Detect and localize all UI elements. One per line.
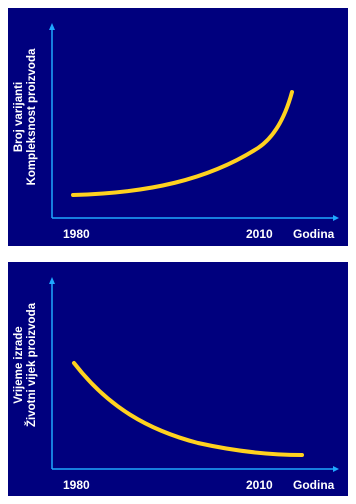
- curve-decreasing: [72, 361, 304, 457]
- chart-top-svg: [49, 23, 339, 221]
- x-tick-top-2010: 2010: [246, 227, 273, 241]
- y-label-bottom-line-1: Vrijeme izrade: [13, 326, 25, 404]
- x-axis-arrow-top: [333, 215, 339, 221]
- x-axis-label-top: Godina: [293, 227, 335, 241]
- y-label-bottom-line-2: Životni vijek proizvoda: [26, 303, 38, 427]
- y-axis-arrow-bottom: [49, 277, 55, 284]
- curve-increasing: [71, 90, 294, 197]
- y-axis-label-bottom: Vrijeme izrade Životni vijek proizvoda: [13, 285, 39, 445]
- x-tick-top-1980: 1980: [63, 227, 90, 241]
- y-axis-arrow-top: [49, 23, 55, 30]
- y-axis-label-top: Broj varijanti Kompleksnost proizvoda: [13, 37, 39, 197]
- x-tick-bottom-1980: 1980: [63, 478, 90, 492]
- x-tick-bottom-2010: 2010: [246, 478, 273, 492]
- y-label-top-line-2: Kompleksnost proizvoda: [26, 48, 38, 186]
- chart-panel-top: Broj varijanti Kompleksnost proizvoda 19…: [8, 8, 348, 246]
- chart-bottom-svg: [49, 277, 339, 472]
- x-axis-arrow-bottom: [333, 466, 339, 472]
- chart-panel-bottom: Vrijeme izrade Životni vijek proizvoda 1…: [8, 262, 348, 496]
- y-label-top-line-1: Broj varijanti: [13, 81, 25, 153]
- x-axis-label-bottom: Godina: [293, 478, 335, 492]
